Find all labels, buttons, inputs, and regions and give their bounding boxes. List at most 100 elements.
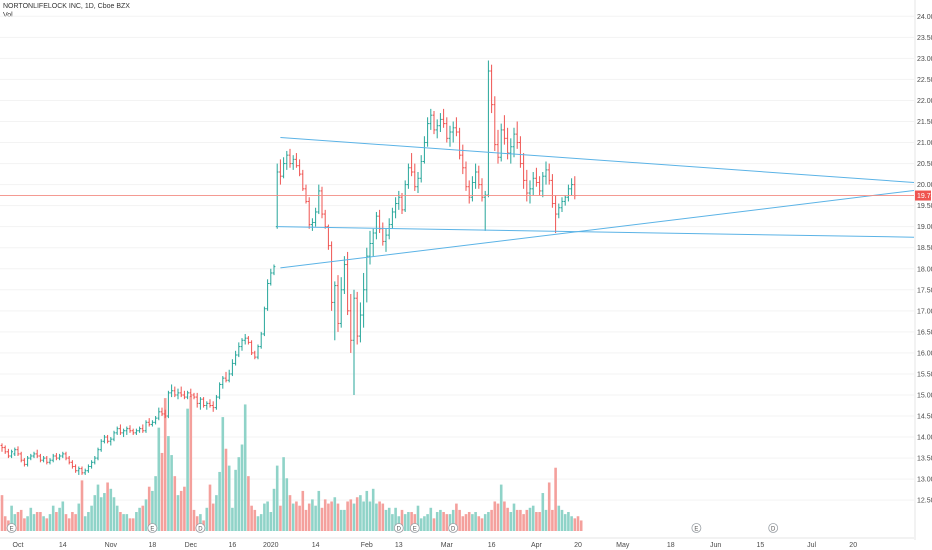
volume-bar — [371, 488, 375, 531]
volume-bar — [512, 503, 516, 531]
ohlc-bar — [35, 449, 39, 459]
ohlc-bar — [487, 60, 490, 198]
volume-bar — [391, 514, 394, 531]
volume-bar — [106, 482, 109, 531]
price-axis-label: 18.00 — [917, 266, 932, 273]
volume-bar — [410, 512, 413, 531]
event-marker-circle — [6, 523, 17, 533]
event-marker[interactable]: D — [195, 523, 206, 533]
ohlc-bar — [272, 264, 276, 276]
event-marker-label: E — [694, 527, 698, 533]
volume-bar — [557, 505, 561, 531]
event-marker-circle — [393, 523, 404, 533]
volume-bar — [499, 484, 503, 531]
ohlc-bar — [368, 230, 372, 265]
ohlc-bar — [554, 195, 557, 233]
volume-bar — [458, 509, 461, 531]
last-price-tag-label: 19.74 — [917, 193, 932, 200]
volume-bar — [128, 518, 132, 531]
volume-bar — [199, 514, 202, 531]
volume-bar — [477, 516, 481, 531]
volume-bar — [528, 507, 532, 531]
volume-bar — [439, 509, 442, 531]
event-marker[interactable]: D — [768, 523, 779, 533]
ohlc-bar — [512, 127, 516, 158]
ohlc-bar — [247, 336, 250, 345]
volume-bar — [87, 512, 90, 531]
time-axis-label: 13 — [395, 542, 403, 549]
ohlc-bar — [7, 448, 10, 459]
ohlc-bar — [352, 289, 356, 395]
ohlc-bar — [144, 420, 148, 433]
trendline[interactable] — [277, 226, 915, 238]
ohlc-bar — [551, 174, 554, 208]
volume-bar — [135, 512, 138, 531]
event-marker[interactable]: E — [691, 523, 702, 533]
volume-bar — [163, 398, 167, 531]
event-marker[interactable]: E — [147, 523, 158, 533]
trendline[interactable] — [280, 136, 915, 184]
volume-bar — [266, 501, 269, 531]
volume-bar — [77, 503, 81, 531]
volume-bar — [419, 518, 423, 531]
volume-bar — [544, 509, 548, 531]
volume-bar — [352, 503, 356, 531]
ohlc-bar — [349, 294, 353, 353]
ohlc-bar — [458, 127, 461, 160]
ohlc-bar — [48, 458, 52, 465]
volume-bar — [535, 512, 538, 531]
volume-bar — [343, 509, 346, 531]
volume-bar — [29, 507, 33, 531]
time-axis-label: 15 — [757, 542, 765, 549]
volume-bar — [0, 495, 4, 531]
price-axis-label: 22.50 — [917, 77, 932, 84]
ohlc-bar — [154, 416, 157, 425]
price-axis-label: 22.00 — [917, 98, 932, 105]
ohlc-bar — [240, 338, 244, 351]
volume-bar — [218, 471, 221, 531]
ohlc-bar — [333, 281, 337, 341]
volume-bar — [509, 512, 513, 531]
volume-bar — [83, 516, 87, 531]
ohlc-bar — [330, 241, 333, 311]
time-axis-label: 2020 — [263, 542, 279, 549]
ohlc-bar — [141, 424, 145, 433]
volume-bar — [563, 514, 567, 531]
volume-bar — [144, 499, 148, 531]
trendline[interactable] — [280, 190, 915, 269]
price-axis-label: 13.00 — [917, 477, 932, 484]
event-marker[interactable]: D — [393, 523, 404, 533]
event-marker-circle — [195, 523, 206, 533]
event-marker[interactable]: E — [6, 523, 17, 533]
chart-grid — [0, 15, 914, 501]
ohlc-bar — [451, 121, 455, 143]
ohlc-bar — [90, 460, 93, 469]
volume-bar — [416, 505, 420, 531]
ohlc-bar — [371, 228, 375, 257]
time-axis-label: Jun — [710, 542, 721, 549]
volume-bar — [317, 490, 321, 531]
volume-bar — [179, 490, 183, 531]
ohlc-bar — [167, 390, 170, 419]
event-marker-label: D — [198, 527, 203, 533]
ohlc-bar — [163, 409, 167, 419]
volume-bar — [55, 512, 58, 531]
event-marker-circle — [691, 523, 702, 533]
ohlc-bar — [55, 453, 58, 461]
volume-bar — [176, 495, 180, 531]
ohlc-bar — [464, 161, 468, 191]
volume-bar — [237, 457, 241, 531]
event-marker[interactable]: D — [448, 523, 459, 533]
ohlc-bar — [563, 195, 567, 206]
event-marker[interactable]: E — [409, 523, 420, 533]
volume-bar — [471, 514, 474, 531]
event-marker-label: D — [397, 527, 402, 533]
ohlc-bar — [195, 392, 199, 408]
ohlc-bar — [227, 369, 231, 383]
ohlc-bar — [506, 127, 509, 160]
ohlc-bar — [77, 466, 81, 475]
volume-bar — [272, 488, 276, 531]
ohlc-bar — [176, 388, 180, 400]
time-axis-label: 14 — [59, 542, 67, 549]
